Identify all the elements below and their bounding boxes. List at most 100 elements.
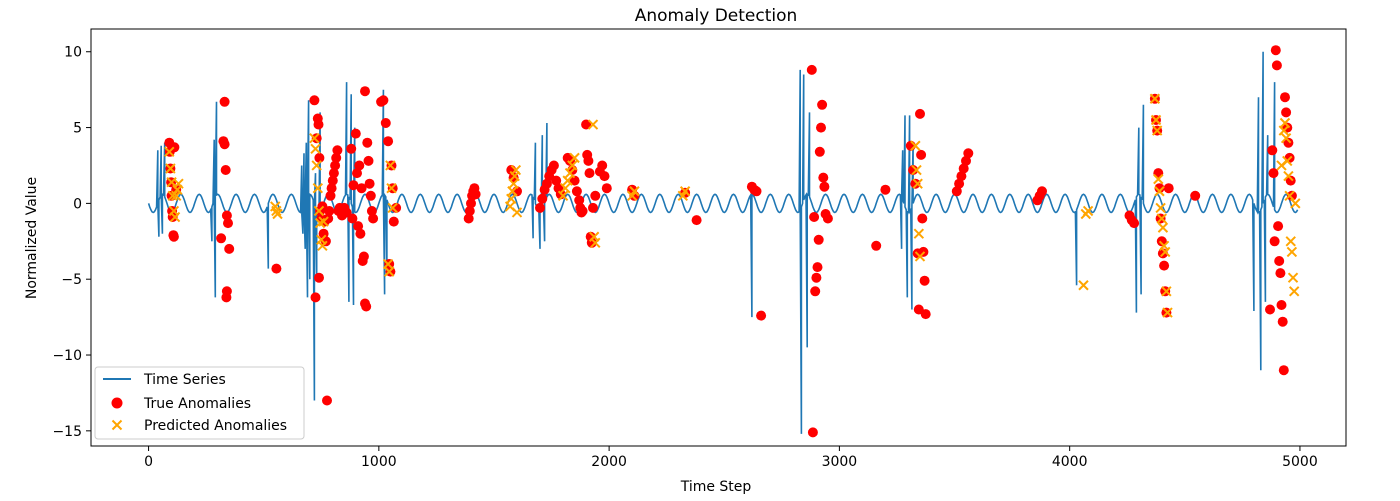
legend-pred-x [111, 419, 123, 431]
true-anomaly-point [691, 215, 702, 226]
true-anomaly-point [355, 228, 366, 239]
true-anomaly-point [601, 183, 612, 194]
true-anomaly-point [908, 165, 919, 175]
predicted-anomaly-point [317, 240, 328, 252]
predicted-anomaly-point [1284, 190, 1295, 202]
predicted-anomaly-point [560, 183, 571, 194]
legend-label-time-series: Time Series [143, 372, 226, 388]
predicted-anomaly-point [910, 140, 921, 151]
predicted-anomaly-point [271, 205, 282, 217]
predicted-anomaly-point [1078, 280, 1089, 291]
true-anomaly-point [806, 64, 817, 75]
true-anomaly-point [219, 96, 230, 107]
legend-true-marker [111, 397, 123, 409]
x-tick-label: 5000 [1282, 454, 1318, 470]
true-anomaly-point [221, 210, 232, 221]
true-anomaly-point [599, 171, 610, 182]
true-anomaly-point [571, 186, 582, 197]
true-anomaly-point [1156, 236, 1167, 247]
predicted-anomaly-point [679, 186, 691, 197]
true-anomaly-point [817, 99, 828, 110]
legend: Time Series True Anomalies Predicted Ano… [94, 366, 305, 440]
true-anomaly-point [368, 213, 379, 224]
true-anomaly-point [814, 146, 825, 157]
true-anomaly-point [819, 181, 830, 192]
true-anomaly-point [919, 275, 930, 286]
predicted-anomaly-point [564, 167, 576, 179]
true-anomaly-point [347, 213, 358, 224]
y-axis-label: Normalized Value [24, 177, 40, 299]
true-anomaly-point [330, 160, 341, 171]
true-anomaly-point [1276, 300, 1287, 310]
true-anomaly-point [818, 172, 829, 183]
true-anomaly-point [961, 155, 971, 166]
time-series-line [147, 51, 1299, 434]
predicted-anomaly-point [567, 160, 578, 171]
predicted-anomaly-point [1154, 186, 1165, 197]
true-anomaly-point [378, 95, 389, 106]
true-anomaly-point [920, 309, 931, 320]
predicted-anomaly-point [1153, 173, 1164, 185]
plot-frame [90, 28, 1347, 447]
true-anomaly-point [391, 202, 402, 213]
true-anomaly-point [364, 178, 375, 189]
true-anomaly-point [958, 163, 969, 174]
true-anomaly-point [1159, 260, 1170, 271]
true-anomaly-point [565, 155, 575, 166]
true-anomaly-point [917, 213, 928, 224]
true-anomaly-point [822, 213, 833, 224]
predicted-anomaly-point [511, 207, 523, 218]
y-tick-label: 5 [73, 121, 82, 137]
true-anomaly-point [224, 243, 235, 254]
y-tick-label: −5 [61, 272, 82, 288]
true-anomaly-point [1154, 183, 1165, 194]
predicted-anomaly-point [164, 146, 175, 158]
predicted-anomaly-point [173, 178, 184, 189]
true-anomaly-point [569, 175, 580, 186]
true-anomaly-point [1163, 183, 1174, 194]
x-tick-label: 4000 [1052, 454, 1088, 470]
predicted-anomaly-point [569, 152, 580, 164]
true-anomaly-point [1270, 45, 1281, 56]
predicted-anomaly-point [1279, 117, 1291, 129]
true-anomaly-point [219, 139, 230, 150]
true-anomaly-point [1275, 268, 1286, 279]
predicted-anomaly-point [1155, 202, 1166, 214]
predicted-anomaly-point [1288, 286, 1300, 297]
true-anomaly-point [574, 195, 585, 206]
true-anomaly-point [910, 178, 921, 189]
predicted-anomaly-point [562, 175, 573, 186]
true-anomaly-point [223, 218, 233, 229]
true-anomaly-point [327, 175, 338, 186]
x-tick-label: 1000 [361, 454, 397, 470]
true-anomaly-point [464, 206, 475, 216]
true-anomaly-point [916, 149, 927, 160]
true-anomaly-point [1278, 365, 1289, 376]
true-anomaly-point [581, 119, 592, 130]
predicted-anomaly-point [169, 211, 181, 223]
true-anomaly-point [810, 286, 821, 297]
true-anomaly-point [1273, 221, 1284, 232]
predicted-anomaly-point [1082, 205, 1094, 217]
true-anomaly-point [1274, 256, 1285, 266]
true-anomaly-point [466, 198, 476, 209]
true-anomaly-point [880, 184, 891, 195]
true-anomaly-point [388, 216, 399, 227]
true-anomaly-point [751, 186, 762, 197]
predicted-anomalies-layer [164, 93, 1301, 318]
true-anomaly-point [168, 231, 179, 242]
predicted-anomaly-point [1157, 222, 1169, 233]
true-anomaly-point [470, 189, 481, 200]
true-anomaly-point [548, 160, 559, 171]
true-anomaly-point [328, 168, 339, 179]
predicted-anomaly-point [557, 190, 569, 202]
true-anomaly-point [216, 233, 227, 244]
true-anomaly-point [1283, 137, 1294, 148]
true-anomaly-point [383, 136, 394, 147]
predicted-anomaly-point [311, 160, 322, 171]
predicted-anomaly-point [913, 228, 925, 239]
true-anomaly-point [537, 193, 548, 204]
true-anomaly-point [1277, 316, 1288, 327]
true-anomaly-point [314, 272, 324, 283]
true-anomaly-point [1271, 60, 1282, 71]
